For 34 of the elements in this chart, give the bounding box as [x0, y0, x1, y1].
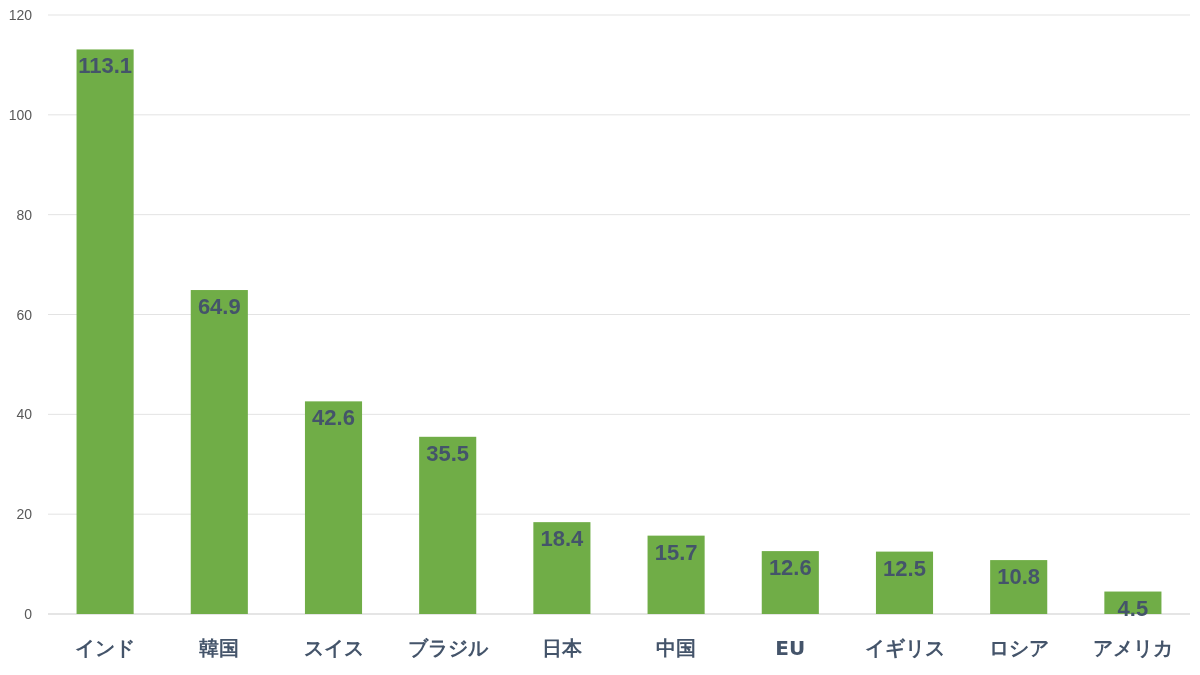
x-tick-label: 韓国 — [199, 636, 240, 660]
bar — [761, 551, 819, 614]
y-tick-label: 0 — [24, 606, 33, 622]
bar — [304, 401, 363, 614]
data-label: 4.5 — [1117, 595, 1149, 621]
data-label: 12.6 — [768, 555, 812, 581]
data-label: 42.6 — [312, 405, 355, 431]
y-tick-label: 60 — [16, 306, 33, 323]
x-tick-label: インド — [75, 636, 136, 660]
data-label: 15.7 — [654, 539, 698, 565]
x-tick-label: ロシア — [988, 636, 1049, 660]
y-tick-label: 80 — [16, 206, 33, 223]
y-tick-label: 120 — [8, 7, 33, 23]
bar — [419, 436, 477, 614]
x-tick-label: スイス — [303, 636, 364, 660]
x-tick-label: イギリス — [864, 636, 945, 660]
y-tick-label: 100 — [8, 106, 33, 123]
x-tick-label: 日本 — [541, 636, 583, 660]
y-tick-label: 40 — [16, 406, 33, 423]
bar — [533, 522, 591, 614]
bar — [190, 290, 248, 614]
x-tick-label: 中国 — [656, 636, 697, 660]
x-tick-label: ブラジル — [407, 636, 489, 660]
data-label: 35.5 — [426, 440, 470, 466]
bar — [76, 49, 134, 614]
data-label: 10.8 — [997, 564, 1041, 590]
data-label: 12.5 — [883, 555, 926, 581]
bar — [647, 535, 705, 614]
data-label: 113.1 — [78, 53, 133, 79]
y-tick-label: 20 — [16, 506, 33, 523]
x-tick-label: アメリカ — [1092, 636, 1173, 660]
data-label: 18.4 — [540, 526, 585, 552]
data-label: 64.9 — [197, 294, 241, 320]
x-tick-label: EU — [775, 636, 806, 660]
